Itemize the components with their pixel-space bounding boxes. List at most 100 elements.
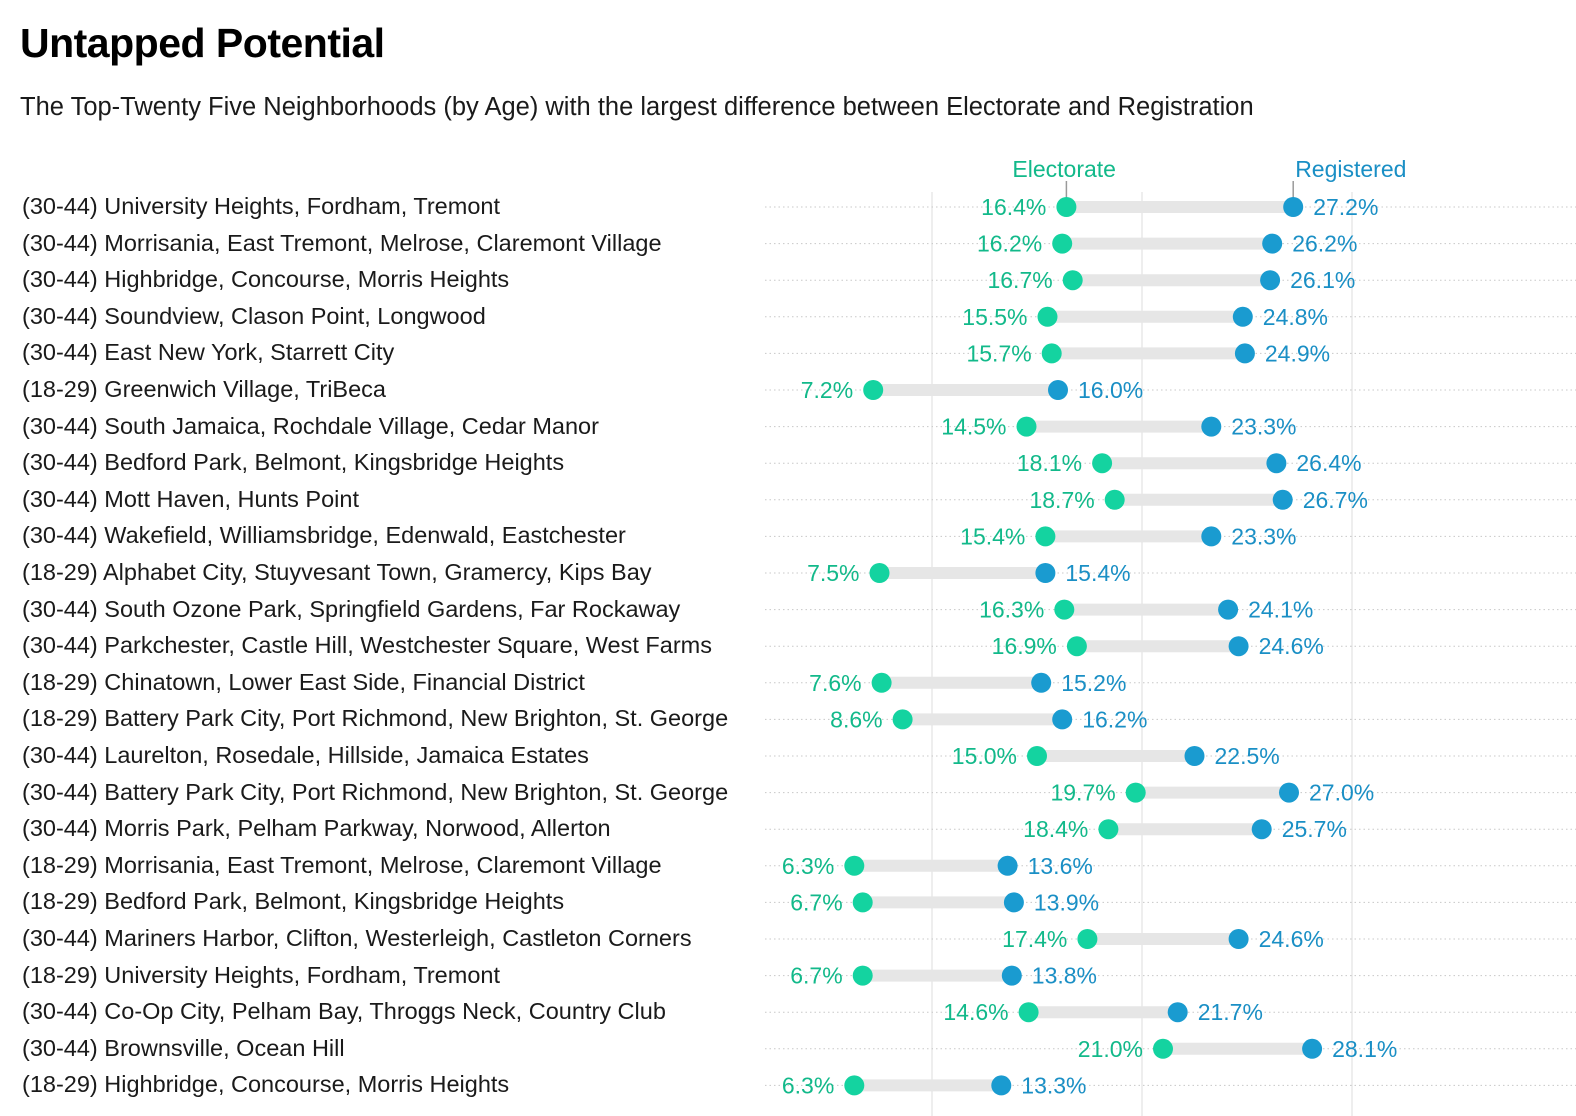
electorate-value-label: 17.4% xyxy=(1002,926,1067,952)
registered-value-label: 27.2% xyxy=(1313,194,1378,220)
registered-value-label: 13.8% xyxy=(1032,963,1097,989)
electorate-dot xyxy=(871,672,892,693)
row-label: (30-44) East New York, Starrett City xyxy=(22,339,395,366)
registered-dot xyxy=(1234,343,1255,364)
registered-value-label: 13.6% xyxy=(1028,853,1093,879)
electorate-value-label: 16.3% xyxy=(979,597,1044,623)
registered-dot xyxy=(1260,270,1281,291)
row-label: (18-29) Greenwich Village, TriBeca xyxy=(22,376,386,402)
registered-value-label: 26.4% xyxy=(1296,450,1361,476)
electorate-dot xyxy=(1016,416,1037,437)
row-label: (18-29) Alphabet City, Stuyvesant Town, … xyxy=(22,559,652,585)
row-label: (30-44) Co-Op City, Pelham Bay, Throggs … xyxy=(22,998,666,1025)
row-label: (18-29) University Heights, Fordham, Tre… xyxy=(22,961,500,988)
row-label: (30-44) University Heights, Fordham, Tre… xyxy=(22,193,500,219)
electorate-dot xyxy=(1052,233,1073,254)
row-label: (30-44) Brownsville, Ocean Hill xyxy=(22,1034,345,1061)
registered-dot xyxy=(1048,380,1068,400)
registered-dot xyxy=(1272,489,1293,510)
electorate-value-label: 15.0% xyxy=(952,743,1017,769)
electorate-dot xyxy=(1062,270,1083,291)
row-label: (30-44) Mott Haven, Hunts Point xyxy=(22,485,359,512)
electorate-value-label: 18.4% xyxy=(1023,816,1088,842)
registered-value-label: 24.9% xyxy=(1265,340,1330,366)
electorate-dot xyxy=(869,563,890,583)
electorate-value-label: 14.6% xyxy=(943,999,1008,1025)
electorate-dot xyxy=(863,380,884,400)
row-label: (18-29) Chinatown, Lower East Side, Fina… xyxy=(22,668,585,695)
registered-dot xyxy=(1052,709,1073,730)
registered-value-label: 22.5% xyxy=(1215,743,1280,769)
electorate-dot xyxy=(892,709,913,730)
row-label: (18-29) Battery Park City, Port Richmond… xyxy=(22,705,729,732)
electorate-value-label: 18.7% xyxy=(1029,487,1094,513)
row-label: (30-44) Highbridge, Concourse, Morris He… xyxy=(22,266,510,293)
registered-dot xyxy=(1184,746,1205,766)
registered-dot xyxy=(1201,416,1222,437)
registered-dot xyxy=(1251,819,1272,840)
electorate-value-label: 8.6% xyxy=(830,706,882,732)
registered-dot xyxy=(1031,672,1052,693)
registered-dot xyxy=(1228,636,1249,657)
registered-dot xyxy=(1218,599,1239,620)
electorate-value-label: 6.3% xyxy=(782,853,834,879)
electorate-dot xyxy=(1066,636,1087,657)
electorate-value-label: 16.7% xyxy=(987,267,1052,293)
row-label: (30-44) Parkchester, Castle Hill, Westch… xyxy=(22,632,713,659)
electorate-dot xyxy=(844,855,865,876)
electorate-value-label: 7.5% xyxy=(807,560,859,586)
registered-dot xyxy=(1035,563,1056,583)
electorate-value-label: 7.2% xyxy=(801,377,853,403)
row-label: (30-44) Morris Park, Pelham Parkway, Nor… xyxy=(22,815,611,842)
registered-dot xyxy=(1283,197,1304,217)
electorate-value-label: 18.1% xyxy=(1017,450,1082,476)
registered-value-label: 26.2% xyxy=(1292,231,1357,257)
registered-value-label: 23.3% xyxy=(1231,414,1296,440)
electorate-dot xyxy=(1125,782,1146,803)
registered-dot xyxy=(1003,892,1024,913)
registered-dot xyxy=(991,1075,1012,1096)
registered-dot xyxy=(1232,306,1253,327)
registered-dot xyxy=(1262,233,1283,254)
row-label: (30-44) Wakefield, Williamsbridge, Edenw… xyxy=(22,522,626,549)
registered-value-label: 26.7% xyxy=(1303,487,1368,513)
electorate-dot xyxy=(1104,489,1125,510)
row-label: (30-44) Battery Park City, Port Richmond… xyxy=(22,778,729,805)
legend-electorate: Electorate xyxy=(1012,156,1116,182)
registered-value-label: 25.7% xyxy=(1282,816,1347,842)
registered-value-label: 24.1% xyxy=(1248,597,1313,623)
electorate-dot xyxy=(852,892,873,913)
registered-value-label: 15.2% xyxy=(1061,670,1126,696)
electorate-value-label: 7.6% xyxy=(809,670,861,696)
registered-dot xyxy=(1201,526,1222,547)
registered-dot xyxy=(1167,1002,1188,1023)
row-label: (18-29) Morrisania, East Tremont, Melros… xyxy=(22,851,662,878)
electorate-value-label: 19.7% xyxy=(1050,780,1115,806)
electorate-value-label: 16.4% xyxy=(981,194,1046,220)
registered-value-label: 26.1% xyxy=(1290,267,1355,293)
registered-dot xyxy=(1001,965,1022,986)
row-label: (18-29) Highbridge, Concourse, Morris He… xyxy=(22,1071,510,1098)
registered-value-label: 13.9% xyxy=(1034,889,1099,915)
row-label: (18-29) Bedford Park, Belmont, Kingsbrid… xyxy=(22,888,565,915)
electorate-dot xyxy=(844,1075,865,1096)
electorate-dot xyxy=(1077,929,1098,949)
electorate-value-label: 15.5% xyxy=(962,304,1027,330)
registered-value-label: 24.6% xyxy=(1259,926,1324,952)
registered-dot xyxy=(1228,929,1249,949)
electorate-dot xyxy=(1098,819,1119,840)
registered-value-label: 13.3% xyxy=(1021,1072,1086,1098)
registered-dot xyxy=(1279,782,1299,803)
registered-value-label: 21.7% xyxy=(1198,999,1263,1025)
chart-title: Untapped Potential xyxy=(20,20,385,66)
registered-value-label: 15.4% xyxy=(1065,560,1130,586)
electorate-value-label: 16.2% xyxy=(977,231,1042,257)
row-label: (30-44) Laurelton, Rosedale, Hillside, J… xyxy=(22,742,589,768)
electorate-dot xyxy=(1054,599,1075,620)
registered-dot xyxy=(1266,453,1287,474)
registered-value-label: 16.0% xyxy=(1078,377,1143,403)
registered-value-label: 16.2% xyxy=(1082,706,1147,732)
electorate-dot xyxy=(1018,1002,1039,1023)
row-label: (30-44) Soundview, Clason Point, Longwoo… xyxy=(22,302,486,329)
